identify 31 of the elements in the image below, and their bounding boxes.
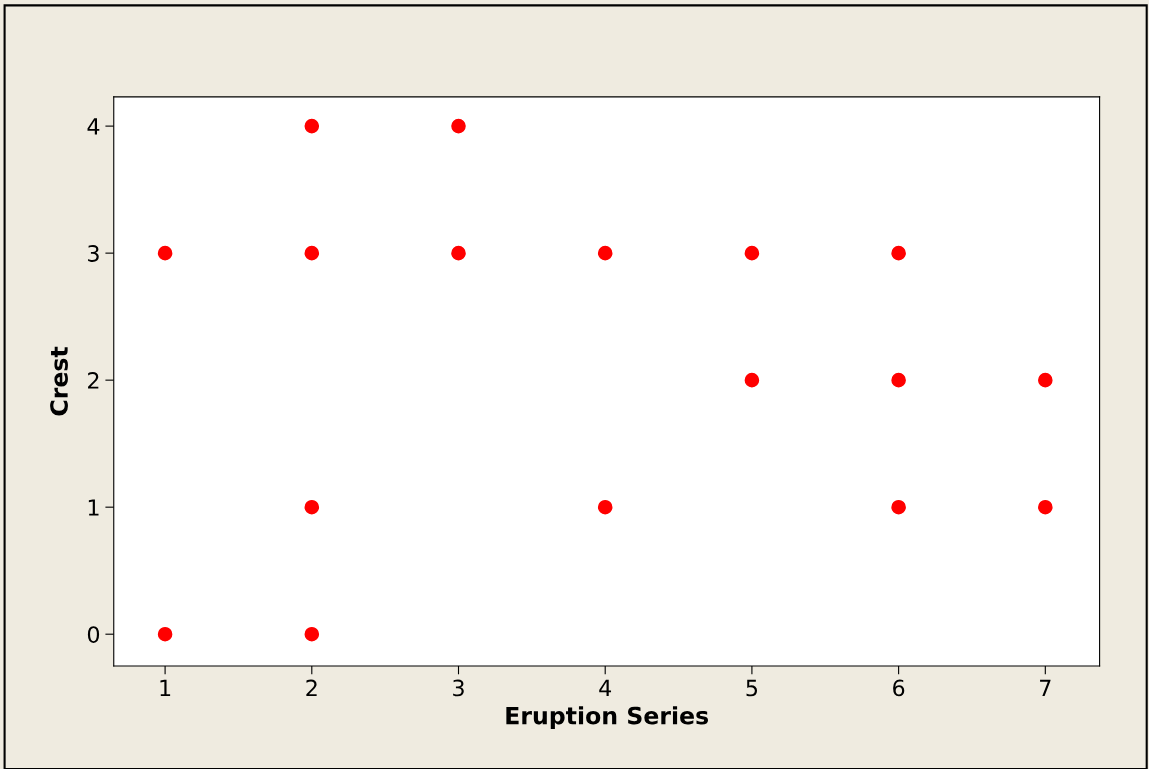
point [597,499,613,515]
point [451,245,466,261]
point [157,626,173,642]
y-axis-title: Crest [50,346,68,416]
y-tick-label: 2 [88,372,99,389]
y-tick-label: 3 [88,245,99,262]
point [1038,372,1053,388]
x-tick-label: 5 [746,679,758,697]
x-tick-label: 3 [453,679,464,697]
x-tick-label: 1 [160,679,171,697]
point [891,499,906,515]
x-axis-title: Eruption Series [506,706,709,730]
y-tick-label: 4 [87,118,100,135]
x-tick-label: 4 [599,679,612,697]
point [744,372,760,388]
point [891,245,906,261]
point [157,245,173,261]
point [891,372,906,388]
point [744,245,760,261]
y-tick-label: 1 [88,499,99,516]
point [304,118,320,134]
x-tick-label: 6 [893,679,905,697]
point [1038,499,1053,515]
y-tick-label: 0 [87,626,100,643]
point [451,118,466,134]
point [304,499,320,515]
point [304,626,320,642]
point [304,245,320,261]
x-tick-label: 7 [1040,679,1051,697]
x-tick-label: 2 [306,679,317,697]
point [597,245,613,261]
